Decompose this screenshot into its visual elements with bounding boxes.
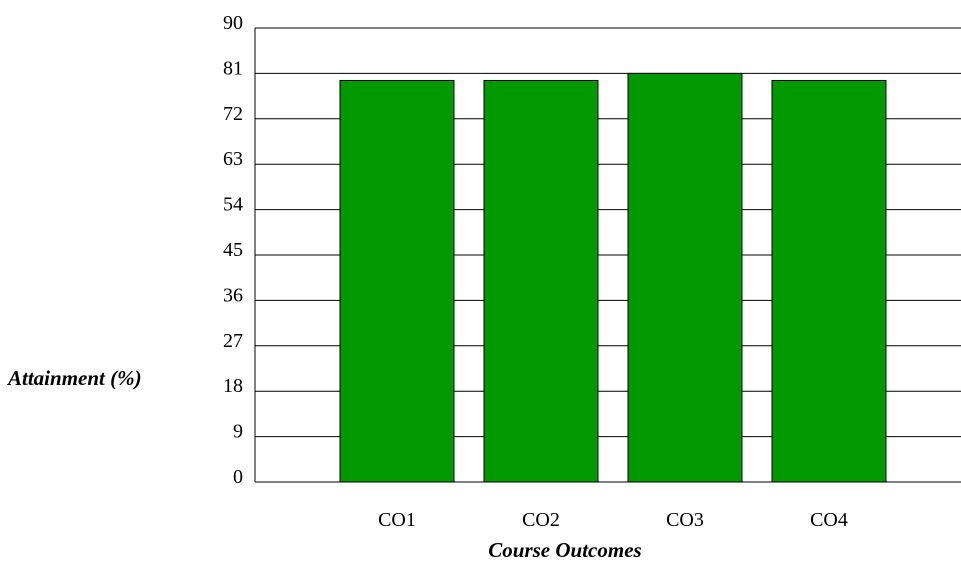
y-axis-title: Attainment (%)	[6, 366, 142, 390]
y-tick-label: 36	[223, 284, 243, 306]
y-tick-label: 63	[223, 148, 243, 170]
bar-co2	[483, 79, 599, 483]
x-tick-label: CO2	[522, 509, 560, 531]
x-tick-labels: CO1 CO2 CO3 CO4	[378, 509, 848, 531]
x-tick-label: CO4	[810, 509, 848, 531]
y-tick-label: 0	[233, 466, 243, 488]
y-tick-labels: 0 9 18 27 36 45 54 63 72 81 90	[223, 12, 243, 488]
y-tick-label: 18	[223, 375, 243, 397]
bars	[339, 72, 887, 483]
y-tick-label: 45	[223, 239, 243, 261]
bar-co3	[627, 72, 743, 483]
y-tick-label: 90	[223, 12, 243, 34]
y-tick-label: 9	[233, 421, 243, 443]
y-tick-label: 81	[223, 57, 243, 79]
y-tick-label: 27	[223, 330, 243, 352]
x-tick-label: CO1	[378, 509, 416, 531]
y-tick-label: 72	[223, 103, 243, 125]
bar-co1	[339, 79, 455, 483]
x-tick-label: CO3	[666, 509, 704, 531]
x-axis-title: Course Outcomes	[488, 538, 641, 562]
bar-co4	[771, 79, 887, 483]
y-tick-label: 54	[223, 194, 243, 216]
